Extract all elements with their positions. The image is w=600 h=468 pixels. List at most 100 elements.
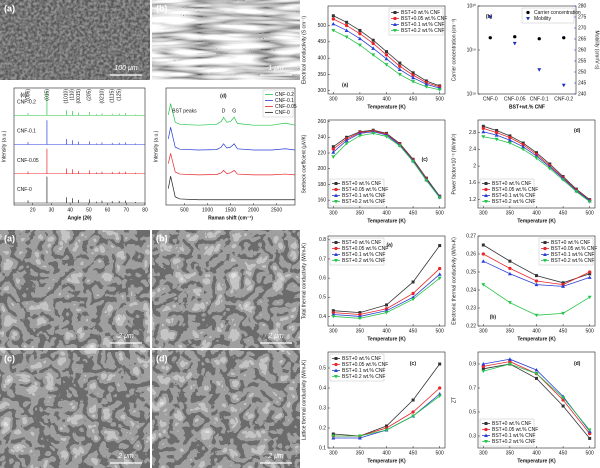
legend-label: BST+0.1 wt.% CNF (342, 368, 385, 374)
marker (481, 252, 485, 256)
legend-label: BST+0.2 wt.% CNF (342, 258, 385, 264)
marker (358, 32, 362, 36)
marker (561, 396, 566, 400)
marker (588, 270, 592, 274)
x-tick-label: 300 (479, 328, 488, 334)
marker (438, 362, 442, 366)
marker (334, 259, 338, 263)
x-axis-label: Temperature (K) (517, 336, 556, 342)
marker (357, 316, 362, 321)
peak-label: (205) (87, 89, 93, 101)
sem-image (0, 230, 150, 348)
y2-tick-label: 245 (578, 80, 587, 86)
marker (334, 246, 338, 251)
marker (481, 364, 485, 369)
marker (438, 266, 442, 271)
image-label: (d) (156, 353, 168, 363)
marker (508, 135, 512, 140)
panel-label: (d) (220, 94, 227, 100)
legend-label: CNF-0.1 (275, 98, 294, 104)
marker (331, 147, 335, 151)
marker (507, 362, 512, 366)
marker (587, 275, 592, 279)
legend-label: BST+0.05 wt.% CNF (342, 246, 388, 252)
marker (334, 187, 338, 192)
x-tick-label: 300 (329, 210, 338, 216)
marker (331, 434, 336, 438)
y2-tick-label: 275 (578, 14, 587, 20)
y-tick-label: 260 (318, 119, 327, 125)
marker (537, 68, 542, 72)
marker (331, 314, 336, 319)
panel-label: (b) (490, 314, 497, 320)
marker (437, 394, 442, 398)
marker (587, 200, 592, 204)
y-tick-label: 0.5 (469, 409, 476, 415)
legend-label: BST+0.05 wt.% CNF (342, 187, 388, 193)
marker (512, 41, 517, 46)
marker (561, 404, 565, 408)
marker (574, 190, 579, 194)
marker (344, 23, 349, 28)
marker (411, 71, 415, 75)
legend-label: BST+0.1 wt.% CNF (551, 252, 594, 258)
x-tick-label: 500 (436, 210, 445, 216)
marker (358, 28, 362, 32)
marker (393, 29, 397, 33)
y-tick-label: 0.26 (466, 251, 476, 257)
marker (357, 43, 362, 48)
x-axis-label: Temperature (K) (367, 218, 406, 224)
marker (481, 369, 486, 374)
x-tick-label: 2000 (248, 207, 259, 213)
y-tick-label: 220 (318, 150, 327, 156)
image-label: (c) (4, 353, 15, 363)
marker (534, 279, 539, 283)
marker (561, 83, 566, 88)
panel-label: (a) (342, 83, 348, 89)
sem-image (152, 350, 300, 468)
marker (357, 36, 362, 41)
marker (507, 357, 512, 361)
peak-label: (015) (44, 89, 50, 101)
scale-text: 2 μm (267, 453, 284, 460)
x-tick-label: CNF-0.05 (504, 96, 526, 102)
marker (334, 375, 338, 379)
marker (521, 147, 526, 152)
y-tick-label: 0.3 (319, 405, 326, 411)
legend-label: BST+0 wt.% CNF (492, 421, 531, 427)
marker (398, 64, 402, 68)
plot-frame (13, 87, 146, 206)
y-tick-label: 180 (318, 182, 327, 188)
marker (521, 144, 526, 149)
x-tick-label: 1000 (202, 207, 213, 213)
legend-box (521, 7, 575, 24)
y-tick-label: 0.4 (319, 385, 326, 391)
legend-label: BST+0.05 wt.% CNF (342, 362, 388, 368)
marker (484, 187, 488, 192)
marker (521, 143, 525, 147)
marker (398, 61, 402, 65)
scale-text: 100 μm (114, 65, 137, 72)
legend-label: BST+0 wt.% CNF (492, 181, 531, 187)
x-tick-label: 450 (559, 328, 568, 334)
image-label: (b) (156, 233, 168, 243)
x-tick-label: 70 (124, 207, 130, 213)
marker (534, 156, 539, 161)
y-tick-label: 0.9 (469, 361, 476, 367)
marker (357, 134, 362, 138)
x-tick-label: 300 (329, 328, 338, 334)
legend-label: BST+0.05 wt.% CNF (492, 187, 538, 193)
marker (331, 150, 336, 154)
legend-label: BST+0.2 wt.% CNF (551, 258, 594, 264)
legend-label: BST+0 wt.% CNF (401, 10, 440, 16)
spectrum-line (167, 176, 295, 201)
legend-label: BST+0.1 wt.% CNF (401, 22, 444, 28)
marker (507, 271, 512, 276)
image-label: (b) (156, 3, 168, 13)
scale-text: 2 μm (267, 333, 284, 340)
marker (331, 145, 335, 149)
marker (588, 431, 592, 436)
x-tick-label: 2500 (271, 207, 282, 213)
annotation: G (232, 109, 236, 115)
legend-label: BST+0.05 wt.% CNF (492, 427, 538, 433)
